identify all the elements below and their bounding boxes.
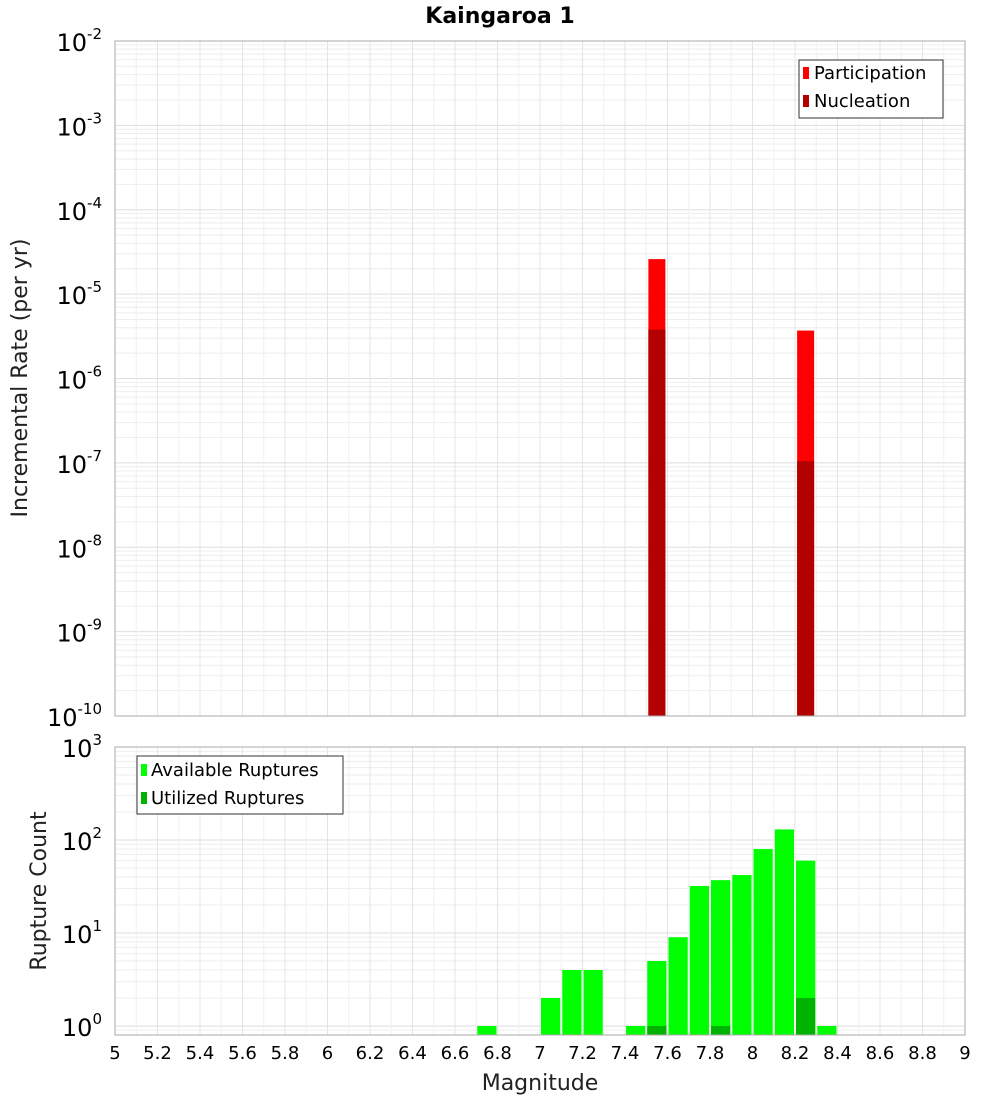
bar-available-ruptures: [796, 860, 816, 1035]
bar-available-ruptures: [689, 886, 709, 1035]
x-tick-label: 6.2: [356, 1043, 385, 1064]
legend-swatch-nucleation: [803, 95, 809, 107]
y-tick-label: 10-8: [56, 531, 102, 563]
bottom-bars: [477, 829, 837, 1035]
y-tick-label: 10-5: [56, 278, 102, 310]
bar-available-ruptures: [732, 875, 752, 1035]
bar-available-ruptures: [626, 1025, 646, 1035]
x-tick-label: 8: [747, 1043, 758, 1064]
y-tick-label: 10-7: [56, 447, 102, 479]
y-tick-label: 10-10: [47, 700, 102, 732]
legend-label-nucleation: Nucleation: [814, 91, 910, 112]
bar-available-ruptures: [477, 1025, 497, 1035]
bar-utilized-ruptures: [711, 1025, 731, 1035]
legend-swatch-utilized: [141, 792, 147, 804]
legend-label-available: Available Ruptures: [151, 760, 319, 781]
x-tick-label: 9: [959, 1043, 970, 1064]
y-tick-label: 10-6: [56, 363, 102, 395]
x-tick-label: 8.4: [823, 1043, 852, 1064]
bar-available-ruptures: [753, 849, 773, 1035]
x-tick-label: 6: [322, 1043, 333, 1064]
x-tick-labels: 5 5.2 5.4 5.6 5.8 6 6.2 6.4 6.6 6.8 7 7.2 7.4 7.6 7.8 8…: [109, 1043, 970, 1064]
bar-utilized-ruptures: [647, 1025, 667, 1035]
top-y-axis-label: Incremental Rate (per yr): [8, 239, 33, 518]
x-tick-label: 6.4: [398, 1043, 427, 1064]
y-tick-label: 102: [62, 824, 102, 856]
top-y-tick-labels: 10-10 10-9 10-8 10-7 10-6 10-5 10-4 10-3 10-2: [47, 25, 102, 732]
y-tick-label: 100: [62, 1010, 102, 1042]
rupture-count-panel: 100 101 102 103 5 5.2 5.4 5.6 5.8 6 6.2 6.4 6.6 6.8 7…: [27, 731, 971, 1096]
y-tick-label: 10-4: [56, 194, 102, 226]
top-legend-box: [798, 59, 944, 119]
x-tick-label: 5.4: [186, 1043, 215, 1064]
bar-available-ruptures: [583, 969, 603, 1035]
y-tick-label: 101: [62, 917, 102, 949]
legend-label-utilized: Utilized Ruptures: [151, 788, 304, 809]
bar-available-ruptures: [817, 1025, 837, 1035]
x-tick-label: 7.8: [696, 1043, 725, 1064]
bar-utilized-ruptures: [796, 997, 816, 1035]
incremental-rate-panel: 10-10 10-9 10-8 10-7 10-6 10-5 10-4 10-3 10-2 In…: [8, 25, 966, 732]
bottom-plot-frame: [114, 746, 966, 1036]
x-axis-label: Magnitude: [482, 1071, 599, 1096]
bottom-y-tick-labels: 100 101 102 103: [62, 731, 102, 1042]
bar-available-ruptures: [647, 960, 667, 1035]
bar-available-ruptures: [774, 829, 794, 1035]
legend-swatch-available: [141, 764, 147, 776]
x-tick-label: 8.2: [781, 1043, 810, 1064]
bar-available-ruptures: [668, 937, 688, 1035]
x-tick-label: 6.8: [483, 1043, 512, 1064]
bottom-legend-box: [136, 755, 344, 815]
bar-available-ruptures: [541, 997, 561, 1035]
x-tick-label: 7.6: [653, 1043, 682, 1064]
chart-title: Kaingaroa 1: [425, 4, 574, 29]
legend-label-participation: Participation: [814, 63, 926, 84]
x-tick-label: 8.8: [908, 1043, 937, 1064]
y-tick-label: 10-9: [56, 616, 102, 648]
bar-nucleation: [797, 461, 815, 716]
x-tick-label: 7: [534, 1043, 545, 1064]
x-tick-label: 5.8: [271, 1043, 300, 1064]
legend-swatch-participation: [803, 67, 809, 79]
top-bars: [648, 259, 815, 716]
x-tick-label: 7.4: [611, 1043, 640, 1064]
bar-nucleation: [648, 329, 666, 716]
bottom-legend: Available Ruptures Utilized Ruptures: [136, 755, 344, 815]
x-tick-label: 5: [109, 1043, 120, 1064]
top-plot-frame: [114, 40, 966, 717]
x-tick-label: 6.6: [441, 1043, 470, 1064]
bottom-y-axis-label: Rupture Count: [27, 811, 52, 971]
x-tick-label: 8.6: [866, 1043, 895, 1064]
x-tick-label: 7.2: [568, 1043, 597, 1064]
x-tick-label: 5.6: [228, 1043, 257, 1064]
top-legend: Participation Nucleation: [798, 59, 944, 119]
x-tick-label: 5.2: [143, 1043, 172, 1064]
top-grid: [114, 40, 966, 717]
y-tick-label: 103: [62, 731, 102, 763]
bar-available-ruptures: [711, 880, 731, 1035]
y-tick-label: 10-3: [56, 109, 102, 141]
y-tick-label: 10-2: [56, 25, 102, 57]
bar-available-ruptures: [562, 969, 582, 1035]
